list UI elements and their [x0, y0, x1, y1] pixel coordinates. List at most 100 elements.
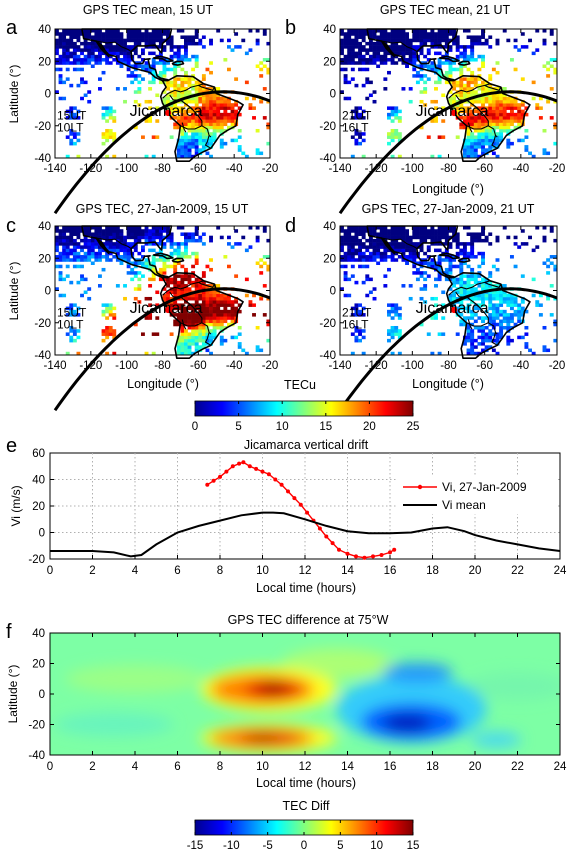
tec-cell: [166, 255, 170, 259]
tec-cell: [495, 322, 500, 327]
tec-cell: [144, 38, 149, 43]
tec-cell: [408, 61, 413, 65]
tec-cell: [205, 306, 210, 311]
tec-cell: [209, 138, 213, 143]
y-tick-label: -40: [319, 153, 336, 165]
tec-cell: [495, 306, 500, 311]
tec-cell: [397, 242, 402, 246]
tec-cell: [173, 67, 178, 72]
tec-cell: [372, 45, 377, 49]
tec-cell: [133, 261, 138, 265]
tec-cell: [76, 29, 81, 33]
tec-cell: [223, 309, 228, 314]
tec-cell: [212, 135, 217, 139]
tec-cell: [520, 109, 525, 114]
tec-cell: [201, 306, 206, 311]
tec-cell: [455, 80, 460, 85]
tec-cell: [137, 64, 142, 68]
tec-cell: [481, 255, 485, 259]
tec-cell: [72, 264, 77, 269]
tec-cell: [201, 325, 206, 330]
tec-cell: [94, 251, 99, 256]
tec-cell: [350, 67, 355, 72]
tec-cell: [201, 232, 206, 236]
tec-cell: [219, 300, 224, 304]
tec-cell: [383, 87, 388, 91]
tec-cell: [376, 248, 381, 253]
tec-cell: [87, 54, 92, 59]
tec-cell: [162, 99, 167, 104]
tec-cell: [198, 235, 203, 240]
tec-cell: [184, 77, 188, 81]
tec-cell: [55, 255, 59, 259]
tec-cell: [244, 154, 249, 159]
tec-cell: [412, 67, 417, 72]
tec-cell: [470, 35, 475, 39]
coastline-north-america: [366, 225, 459, 279]
tec-cell: [502, 325, 507, 330]
tec-cell: [390, 112, 395, 117]
tec-cell: [437, 64, 442, 68]
tec-cell: [55, 242, 59, 246]
tec-cell: [187, 128, 192, 133]
tec-cell: [423, 271, 428, 275]
tec-cell: [223, 319, 228, 324]
tec-cell: [524, 332, 529, 336]
tec-cell: [549, 255, 554, 259]
tec-cell: [358, 238, 362, 243]
tec-cell: [354, 251, 359, 256]
tec-cell: [390, 235, 395, 240]
tec-cell: [415, 74, 420, 78]
tec-cell: [255, 348, 260, 353]
tec-cell: [187, 148, 192, 152]
tec-cell: [481, 316, 485, 320]
tec-cell: [452, 303, 457, 307]
tec-cell: [448, 271, 453, 275]
tec-cell: [423, 87, 428, 91]
tec-cell: [365, 274, 370, 278]
tec-cell: [112, 313, 117, 317]
tec-cell: [55, 226, 59, 230]
tec-cell: [387, 338, 391, 343]
tec-cell: [133, 74, 138, 78]
x-tick-label: -20: [262, 360, 279, 372]
tec-cell: [123, 251, 127, 256]
tec-cell: [470, 335, 475, 340]
tec-cell: [252, 313, 256, 317]
tec-cell: [205, 135, 210, 139]
tec-cell: [502, 112, 507, 117]
tec-cell: [394, 29, 399, 33]
tec-cell: [69, 51, 74, 56]
tec-cell: [148, 99, 153, 104]
tec-cell: [513, 103, 518, 107]
tec-cell: [430, 38, 435, 43]
tec-cell: [524, 112, 529, 117]
tec-cell: [462, 125, 467, 130]
tec-cell: [212, 93, 217, 98]
tec-cell: [459, 87, 464, 91]
tec-cell: [72, 248, 77, 253]
x-tick-label: 16: [384, 565, 397, 577]
tec-cell: [509, 300, 514, 304]
tec-cell: [209, 93, 213, 98]
tec-cell: [491, 348, 496, 353]
tec-cell: [481, 128, 485, 133]
tec-cell: [405, 35, 410, 39]
tec-cell: [423, 90, 428, 94]
tec-cell: [180, 332, 185, 336]
tec-cell: [452, 238, 457, 243]
tec-cell: [205, 290, 210, 295]
tec-cell: [201, 293, 206, 298]
tec-cell: [434, 45, 438, 49]
tec-cell: [176, 261, 181, 265]
tec-cell: [383, 32, 388, 36]
y-tick-label: 60: [32, 448, 45, 460]
tec-cell: [484, 112, 489, 117]
tec-cell: [205, 132, 210, 136]
tec-cell: [187, 338, 192, 343]
tec-cell: [194, 138, 199, 143]
tec-cell: [459, 248, 464, 253]
tec-cell: [198, 87, 203, 91]
tec-cell: [80, 264, 84, 269]
tec-cell: [180, 148, 185, 152]
